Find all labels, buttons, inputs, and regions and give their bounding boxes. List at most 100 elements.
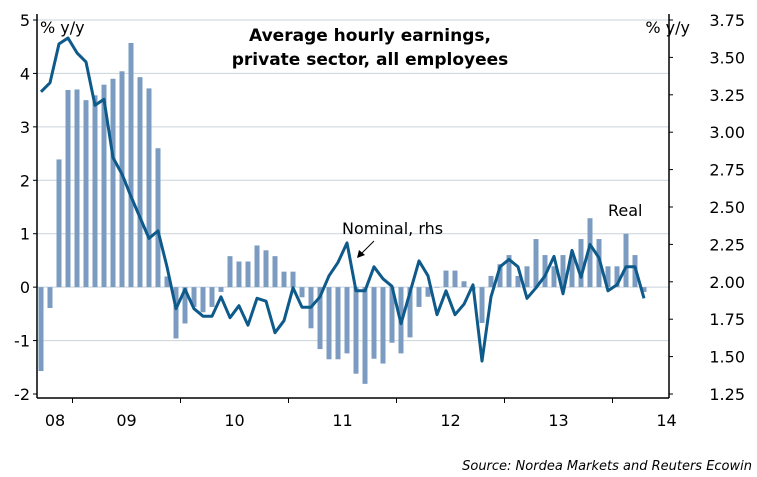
real-bar (272, 256, 278, 288)
real-bar (488, 275, 494, 288)
real-bar (65, 89, 71, 288)
real-bar (506, 255, 512, 288)
right-tick-label: 3.25 (709, 86, 745, 105)
right-tick-label: 2.00 (709, 273, 745, 292)
real-annotation: Real (608, 201, 643, 220)
real-bar (173, 287, 179, 339)
real-bar (155, 148, 161, 288)
right-tick-label: 3.75 (709, 11, 745, 30)
annotation-arrow (359, 240, 375, 256)
real-bar (335, 287, 341, 360)
real-bar (416, 287, 422, 307)
right-axis-label: % y/y (645, 18, 690, 37)
left-tick-label: 0 (20, 278, 30, 297)
real-bar (218, 287, 224, 292)
right-tick-label: 3.00 (709, 123, 745, 142)
real-bar (389, 287, 395, 343)
right-tick-label: 2.50 (709, 198, 745, 217)
real-bar (128, 42, 134, 288)
real-bar (479, 287, 485, 323)
real-bar (380, 287, 386, 364)
real-bar (191, 287, 197, 307)
real-bar (542, 255, 548, 288)
right-tick-label: 1.75 (709, 310, 745, 329)
real-bar (290, 271, 296, 288)
real-bar (92, 95, 98, 288)
real-bar (434, 287, 440, 288)
real-bar (326, 287, 332, 360)
real-bar (299, 287, 305, 298)
real-bar (560, 255, 566, 288)
right-tick-label: 1.25 (709, 385, 745, 404)
real-bar (497, 264, 503, 288)
arrow-head-icon (357, 250, 365, 258)
real-bar (533, 239, 539, 288)
left-tick-label: 4 (20, 64, 30, 83)
left-tick-label: -1 (14, 332, 30, 351)
real-bar (227, 256, 233, 288)
right-tick-label: 2.75 (709, 161, 745, 180)
right-tick-label: 3.50 (709, 48, 745, 67)
real-bar (461, 281, 467, 288)
real-bar (182, 287, 188, 324)
real-bar (209, 287, 215, 307)
left-axis-label: % y/y (40, 18, 85, 37)
real-bar (146, 88, 152, 288)
real-bar (38, 287, 44, 372)
real-bar (623, 233, 629, 288)
real-bar (263, 250, 269, 288)
real-bar (515, 275, 521, 288)
real-bar (587, 218, 593, 288)
real-bar (353, 287, 359, 374)
chart-title-line1: Average hourly earnings, (249, 26, 491, 46)
nominal-line (39, 36, 646, 363)
real-bar (641, 287, 647, 292)
real-bar (83, 100, 89, 288)
left-tick-label: 1 (20, 225, 30, 244)
x-tick-label: 10 (224, 411, 244, 430)
left-tick-label: -2 (14, 385, 30, 404)
real-bar (317, 287, 323, 350)
real-bar (551, 266, 557, 288)
real-bar (236, 261, 242, 288)
x-tick-label: 13 (548, 411, 568, 430)
real-bar (605, 266, 611, 288)
real-bar (164, 276, 170, 288)
real-bar (362, 287, 368, 384)
x-tick-label: 08 (45, 411, 65, 430)
real-bar (407, 287, 413, 338)
x-tick-label: 14 (656, 411, 676, 430)
left-tick-label: 5 (20, 11, 30, 30)
real-bar (56, 159, 62, 288)
real-bar (137, 77, 143, 288)
chart-title-line2: private sector, all employees (232, 50, 509, 70)
real-bar (281, 271, 287, 288)
real-bar (452, 270, 458, 288)
real-bar (524, 266, 530, 288)
real-bar (110, 78, 116, 288)
x-tick-label: 12 (440, 411, 460, 430)
real-bar (443, 270, 449, 288)
x-tick-label: 11 (332, 411, 352, 430)
real-bar (614, 266, 620, 288)
real-bar (344, 287, 350, 354)
left-tick-label: 3 (20, 118, 30, 137)
real-bar (578, 239, 584, 288)
real-bar (101, 84, 107, 288)
real-bar (569, 255, 575, 288)
real-bar (245, 261, 251, 288)
real-bar (74, 89, 80, 288)
real-bar (119, 71, 125, 288)
left-tick-label: 2 (20, 171, 30, 190)
real-bar (47, 287, 53, 308)
real-bar (371, 287, 377, 359)
real-bar (254, 245, 260, 288)
nominal-annotation: Nominal, rhs (342, 219, 443, 238)
right-tick-label: 1.50 (709, 348, 745, 367)
x-tick-label: 09 (116, 411, 136, 430)
right-tick-label: 2.25 (709, 235, 745, 254)
source-note: Source: Nordea Markets and Reuters Ecowi… (462, 459, 752, 474)
real-bar (200, 287, 206, 313)
real-bar (425, 287, 431, 297)
